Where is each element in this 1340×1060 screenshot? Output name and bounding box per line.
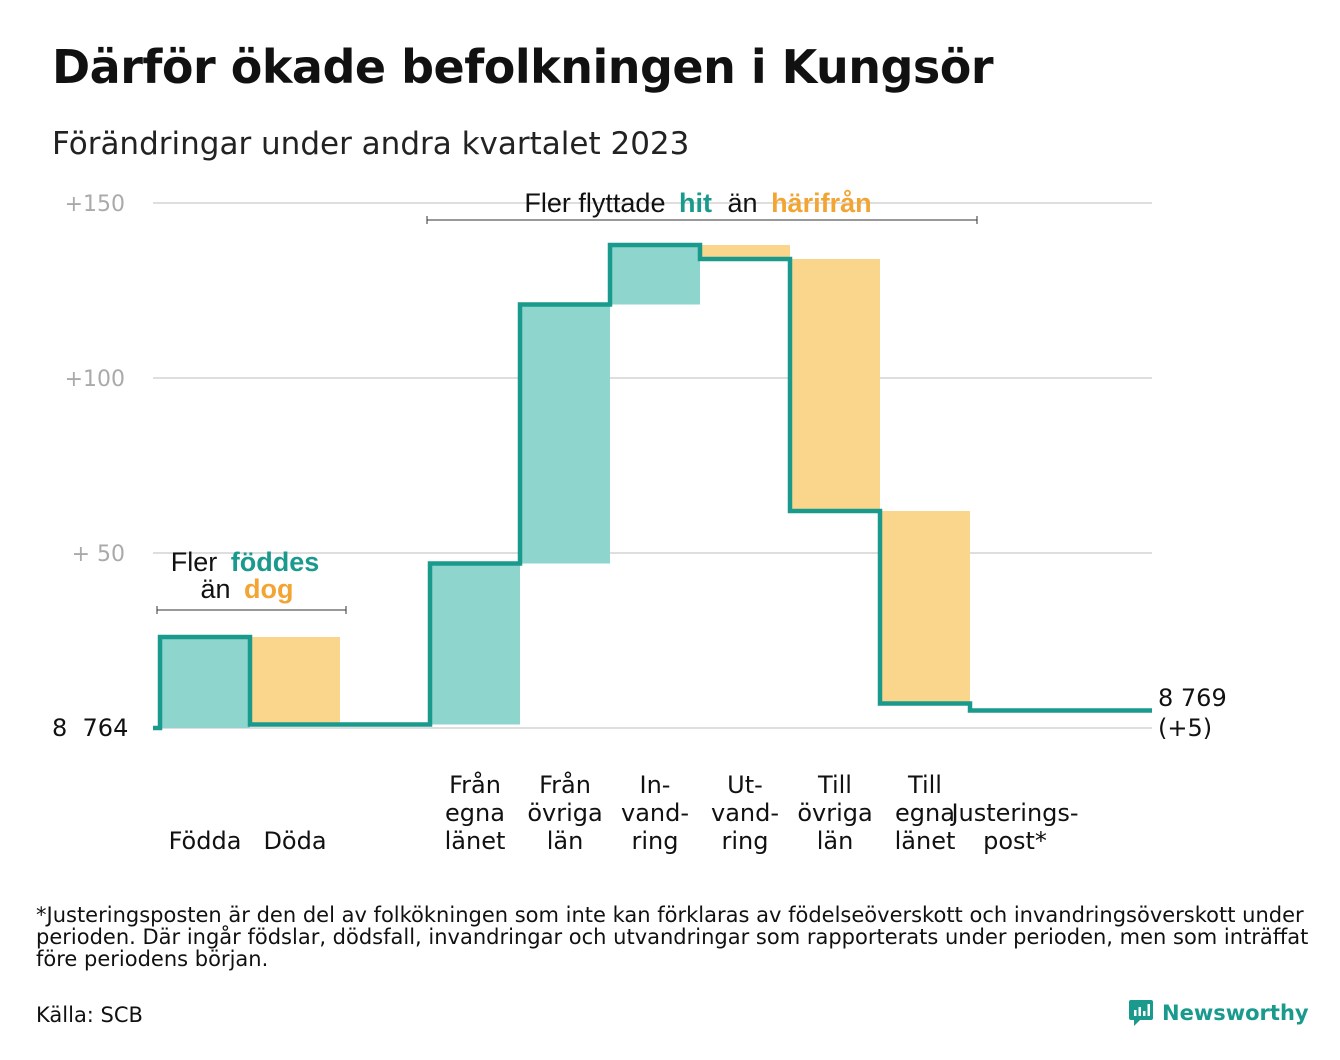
x-category-label-line: Ut-	[727, 771, 763, 799]
x-category-label-line: Döda	[263, 827, 326, 855]
annotation-word-deaths: dog	[244, 574, 293, 604]
y-tick-label: +150	[65, 192, 125, 217]
newsworthy-logo-icon	[1129, 1000, 1153, 1026]
annotation-word: Fler flyttade	[524, 188, 665, 218]
x-category-label-line: Från	[539, 770, 591, 799]
waterfall-bar	[160, 637, 250, 728]
x-category-label-line: länet	[895, 827, 956, 855]
x-category-label-line: vand-	[621, 799, 689, 827]
end-change-label: (+5)	[1158, 714, 1212, 742]
annotation-word-births: föddes	[231, 547, 320, 577]
waterfall-bar	[430, 563, 520, 725]
waterfall-bar	[520, 304, 610, 564]
x-category-label-line: Justerings-	[949, 799, 1078, 827]
waterfall-bar	[250, 637, 340, 725]
svg-text:Fler flyttade hit: Fler flyttade hit än härifrån	[524, 188, 871, 218]
svg-text:Fler föddes: Fler föddes	[171, 547, 320, 577]
waterfall-bar	[790, 259, 880, 511]
source-label: Källa: SCB	[36, 1003, 143, 1027]
brand-logo: Newsworthy	[1128, 998, 1309, 1028]
annotation-word: än	[200, 574, 230, 604]
x-category-label-line: Från	[449, 770, 501, 799]
y-tick-label: +100	[65, 367, 125, 392]
end-value-label: 8 769	[1158, 684, 1227, 712]
x-category-label: Döda	[263, 827, 326, 855]
cumulative-step-line	[153, 242, 1152, 731]
x-category-label-line: vand-	[711, 799, 779, 827]
x-category-label-line: Födda	[169, 827, 242, 855]
annotation-word: Fler	[171, 547, 218, 577]
annotation-word-hit: hit	[679, 188, 712, 218]
x-category-label: In-vand-ring	[621, 771, 689, 855]
x-category-label: Till övriga län	[797, 771, 872, 855]
footnote: *Justeringsposten är den del av folkökni…	[36, 903, 1309, 971]
x-category-label-line: post*	[983, 827, 1047, 855]
x-category-label-line: Till	[817, 771, 852, 799]
chart-title: Därför ökade befolkningen i Kungsör	[52, 40, 994, 94]
x-category-label-line: Till	[907, 771, 942, 799]
waterfall-bar	[880, 511, 970, 704]
x-category-label: Ut-vand-ring	[711, 771, 779, 855]
svg-text:än dog: än dog	[200, 574, 293, 604]
x-category-label-line: egna	[895, 799, 955, 827]
natural-change-annotation: Fler föddes än dog	[156, 547, 347, 614]
x-category-label: Justerings-post*	[949, 799, 1078, 855]
x-category-label: Till egna länet	[895, 771, 956, 855]
brand-name: Newsworthy	[1162, 1001, 1309, 1025]
waterfall-bar	[610, 245, 700, 305]
chart-subtitle: Förändringar under andra kvartalet 2023	[52, 126, 690, 162]
x-category-label: Födda	[169, 827, 242, 855]
x-category-label-line: län	[817, 827, 854, 855]
x-category-label-line: ring	[632, 827, 679, 855]
x-category-label-line: In-	[640, 771, 671, 799]
x-category-label-line: övriga	[527, 799, 602, 827]
x-category-label-line: egna	[445, 799, 505, 827]
annotation-word-harifran: härifrån	[771, 188, 872, 218]
x-category-label-line: län	[547, 827, 584, 855]
start-value-label: 8 764	[52, 714, 128, 742]
waterfall-bar	[700, 245, 790, 259]
x-category-label: Från egna länet	[445, 770, 506, 855]
x-category-label-line: ring	[722, 827, 769, 855]
annotation-word: än	[728, 188, 758, 218]
x-category-label-line: länet	[445, 827, 506, 855]
y-tick-label: + 50	[72, 542, 125, 567]
migration-annotation: Fler flyttade hit än härifrån	[426, 188, 978, 224]
x-category-label: Från övriga län	[527, 770, 602, 855]
x-category-label-line: övriga	[797, 799, 872, 827]
